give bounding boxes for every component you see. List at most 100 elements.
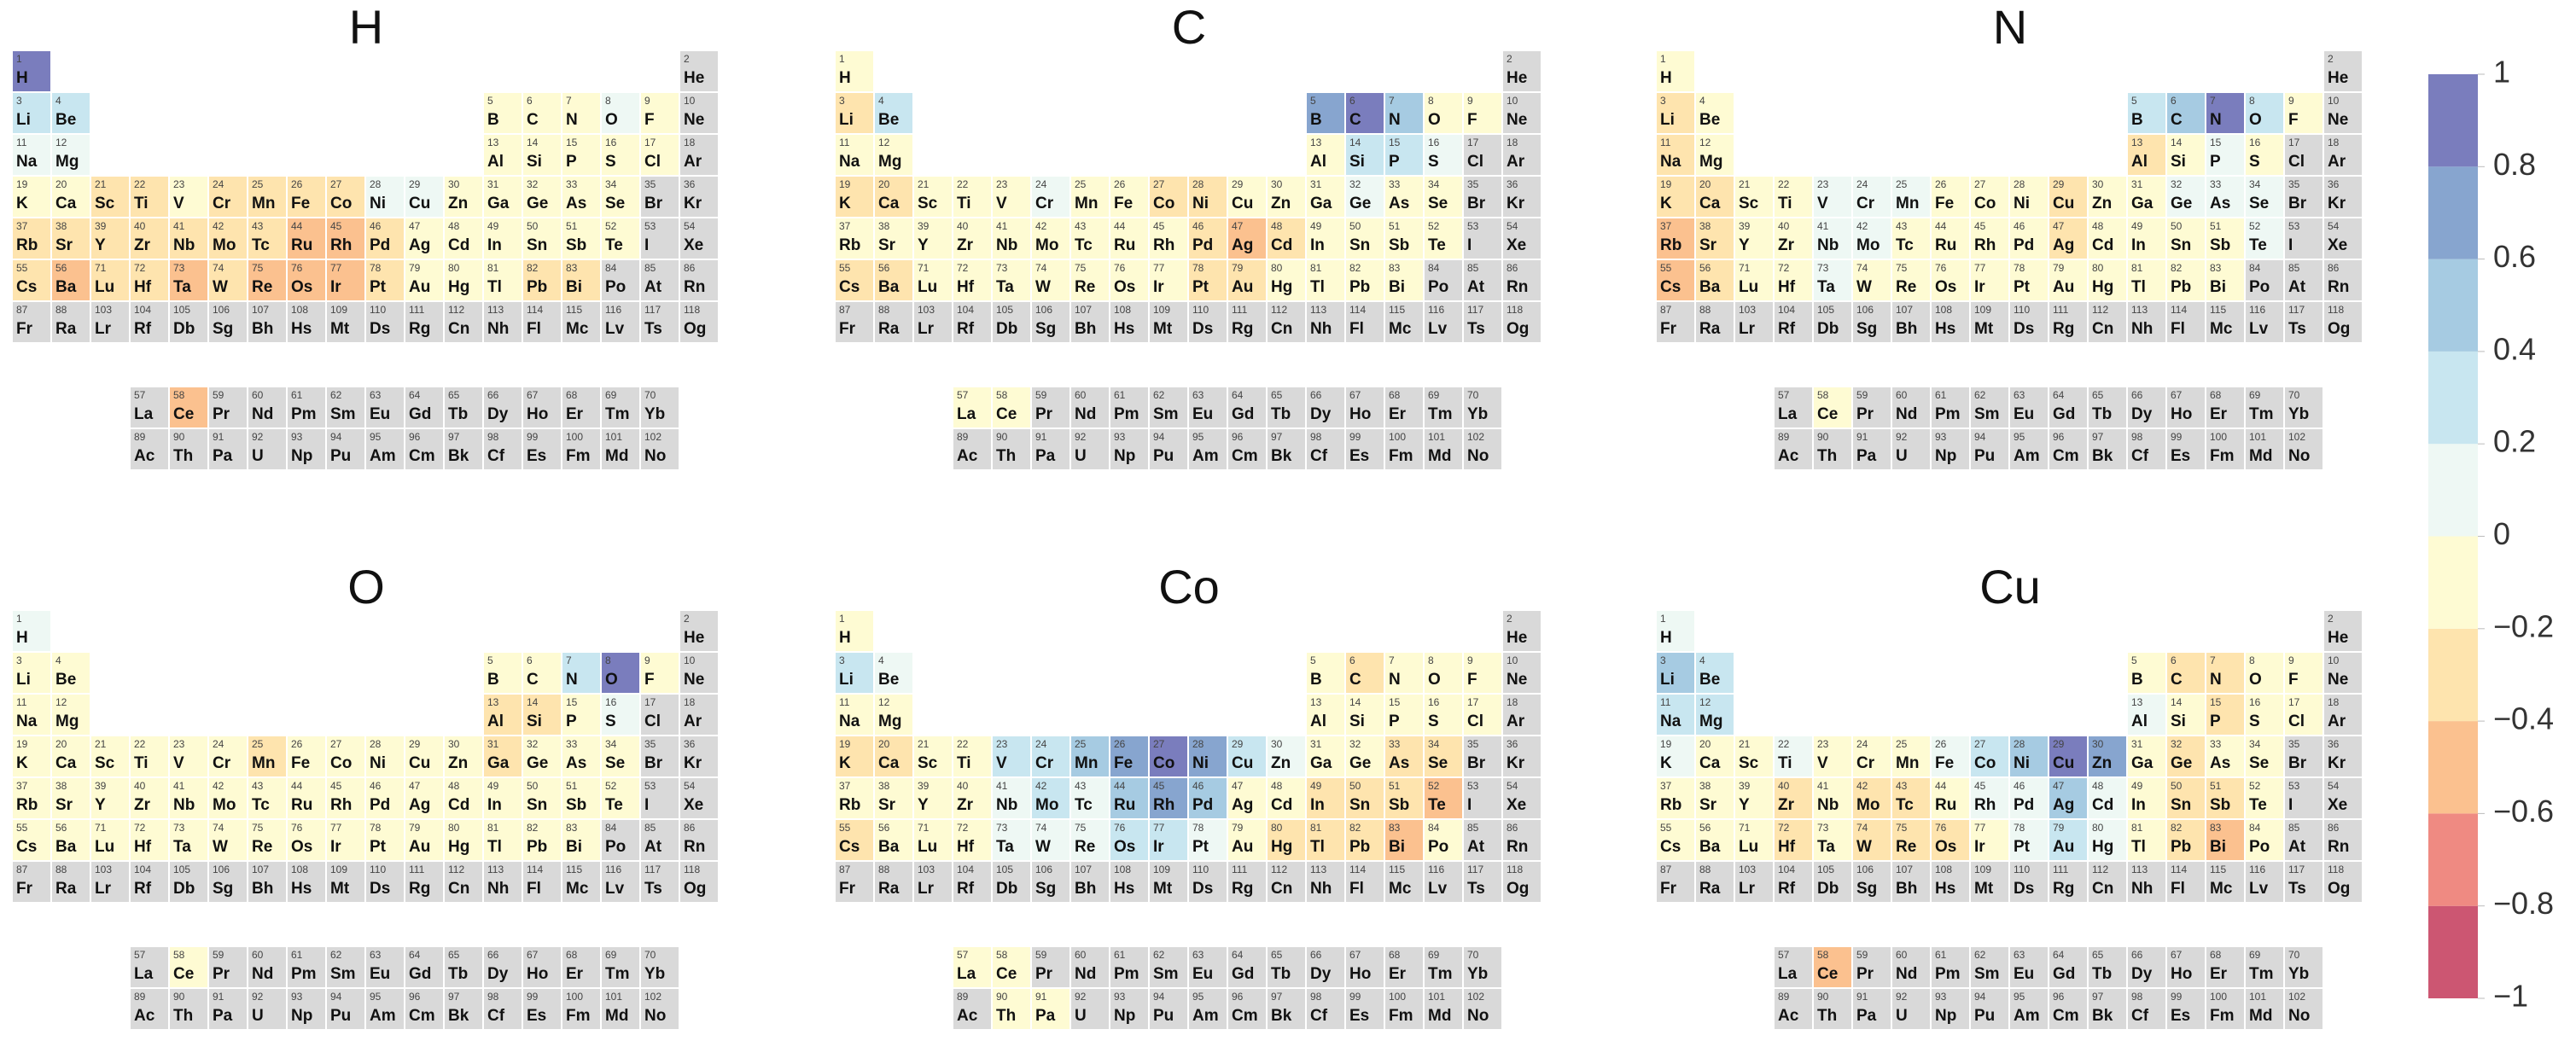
element-symbol: Ne <box>2328 671 2348 689</box>
colorbar-band <box>2428 536 2478 629</box>
element-symbol: Zr <box>134 796 151 814</box>
atomic-number: 95 <box>1192 991 1204 1003</box>
element-cell <box>1657 177 1694 217</box>
atomic-number: 64 <box>1232 389 1244 401</box>
atomic-number: 81 <box>2131 822 2143 834</box>
empty-cell <box>405 302 443 342</box>
atomic-number: 112 <box>1271 864 1287 875</box>
element-symbol: Ir <box>1974 838 1985 856</box>
element-symbol: O <box>605 671 618 689</box>
atomic-number: 93 <box>1114 991 1126 1003</box>
atomic-number: 48 <box>448 220 460 232</box>
atomic-number: 1 <box>16 53 22 65</box>
element-symbol: Sr <box>55 796 73 814</box>
element-symbol: Pa <box>1856 1007 1877 1025</box>
atomic-number: 101 <box>2249 991 2266 1003</box>
element-symbol: Sm <box>330 965 356 983</box>
element-symbol: Rh <box>330 796 352 814</box>
element-symbol: Nh <box>1310 880 1332 898</box>
element-cell <box>2010 218 2048 259</box>
element-symbol: S <box>2249 153 2260 171</box>
atomic-number: 69 <box>605 389 617 401</box>
empty-cell <box>1503 135 1541 175</box>
element-symbol: Sb <box>1389 236 1409 254</box>
element-symbol: Ti <box>134 754 149 772</box>
element-symbol: Ir <box>1153 278 1164 296</box>
element-symbol: B <box>1310 671 1322 689</box>
atomic-number: 98 <box>487 991 499 1003</box>
element-symbol: Mc <box>566 880 589 898</box>
element-symbol: Ce <box>173 965 194 983</box>
empty-cell <box>2167 387 2205 427</box>
element-symbol: Sg <box>1856 320 1877 338</box>
atomic-number: 6 <box>1349 654 1355 666</box>
empty-cell <box>2010 387 2048 427</box>
element-cell <box>209 260 247 300</box>
atomic-number: 63 <box>1192 389 1204 401</box>
atomic-number: 74 <box>1035 822 1047 834</box>
atomic-number: 116 <box>605 304 621 316</box>
element-symbol: U <box>1075 1007 1087 1025</box>
element-cell <box>170 177 207 217</box>
atomic-number: 86 <box>1507 262 1518 274</box>
atomic-number: 29 <box>1232 738 1244 750</box>
atomic-number: 38 <box>878 780 890 792</box>
element-symbol: S <box>2249 712 2260 730</box>
atomic-number: 107 <box>1896 864 1913 875</box>
atomic-number: 45 <box>330 220 342 232</box>
element-symbol: Al <box>1310 712 1326 730</box>
element-symbol: Tb <box>1271 965 1291 983</box>
atomic-number: 105 <box>996 304 1013 316</box>
atomic-number: 110 <box>1192 864 1209 875</box>
element-cell <box>641 135 679 175</box>
atomic-number: 118 <box>2328 304 2344 316</box>
element-symbol: Ti <box>134 195 149 212</box>
atomic-number: 2 <box>1507 53 1512 65</box>
atomic-number: 70 <box>2288 949 2300 961</box>
empty-cell <box>1464 260 1501 300</box>
atomic-number: 115 <box>2210 304 2226 316</box>
atomic-number: 108 <box>291 304 308 316</box>
element-symbol: Mt <box>330 320 350 338</box>
element-symbol: Cn <box>448 880 469 898</box>
atomic-number: 75 <box>252 262 264 274</box>
element-symbol: Cf <box>1310 447 1328 465</box>
atomic-number: 20 <box>878 178 890 190</box>
element-symbol: Pb <box>2171 278 2191 296</box>
element-symbol: Gd <box>409 405 431 423</box>
element-cell <box>1775 177 1812 217</box>
element-symbol: Fr <box>16 320 33 338</box>
empty-cell <box>602 260 639 300</box>
element-cell <box>1892 260 1930 300</box>
atomic-number: 44 <box>1114 220 1126 232</box>
element-symbol: At <box>1467 838 1485 856</box>
element-symbol: B <box>487 111 499 129</box>
atomic-number: 112 <box>1271 304 1287 316</box>
atomic-number: 19 <box>839 738 851 750</box>
atomic-number: 90 <box>1817 431 1829 443</box>
element-symbol: Zn <box>1271 754 1291 772</box>
atomic-number: 61 <box>1935 949 1947 961</box>
element-symbol: Ru <box>1935 236 1956 254</box>
atomic-number: 117 <box>1467 304 1483 316</box>
colorbar-band <box>2428 905 2478 998</box>
element-symbol: Rn <box>1507 838 1528 856</box>
empty-cell <box>248 429 286 469</box>
element-symbol: Yb <box>1467 965 1488 983</box>
atomic-number: 77 <box>1974 822 1986 834</box>
element-symbol: Zr <box>957 796 974 814</box>
atomic-number: 46 <box>370 780 382 792</box>
element-symbol: Cs <box>839 838 860 856</box>
element-symbol: Lr <box>1739 320 1756 338</box>
empty-cell <box>1385 387 1423 427</box>
element-cell <box>1696 177 1734 217</box>
element-cell <box>131 177 168 217</box>
atomic-number: 18 <box>1507 137 1518 148</box>
atomic-number: 69 <box>2249 949 2261 961</box>
element-symbol: Ir <box>1153 838 1164 856</box>
element-symbol: Po <box>605 278 626 296</box>
atomic-number: 71 <box>1739 262 1751 274</box>
element-symbol: K <box>1660 754 1672 772</box>
element-cell <box>2206 260 2244 300</box>
element-symbol: Yb <box>1467 405 1488 423</box>
